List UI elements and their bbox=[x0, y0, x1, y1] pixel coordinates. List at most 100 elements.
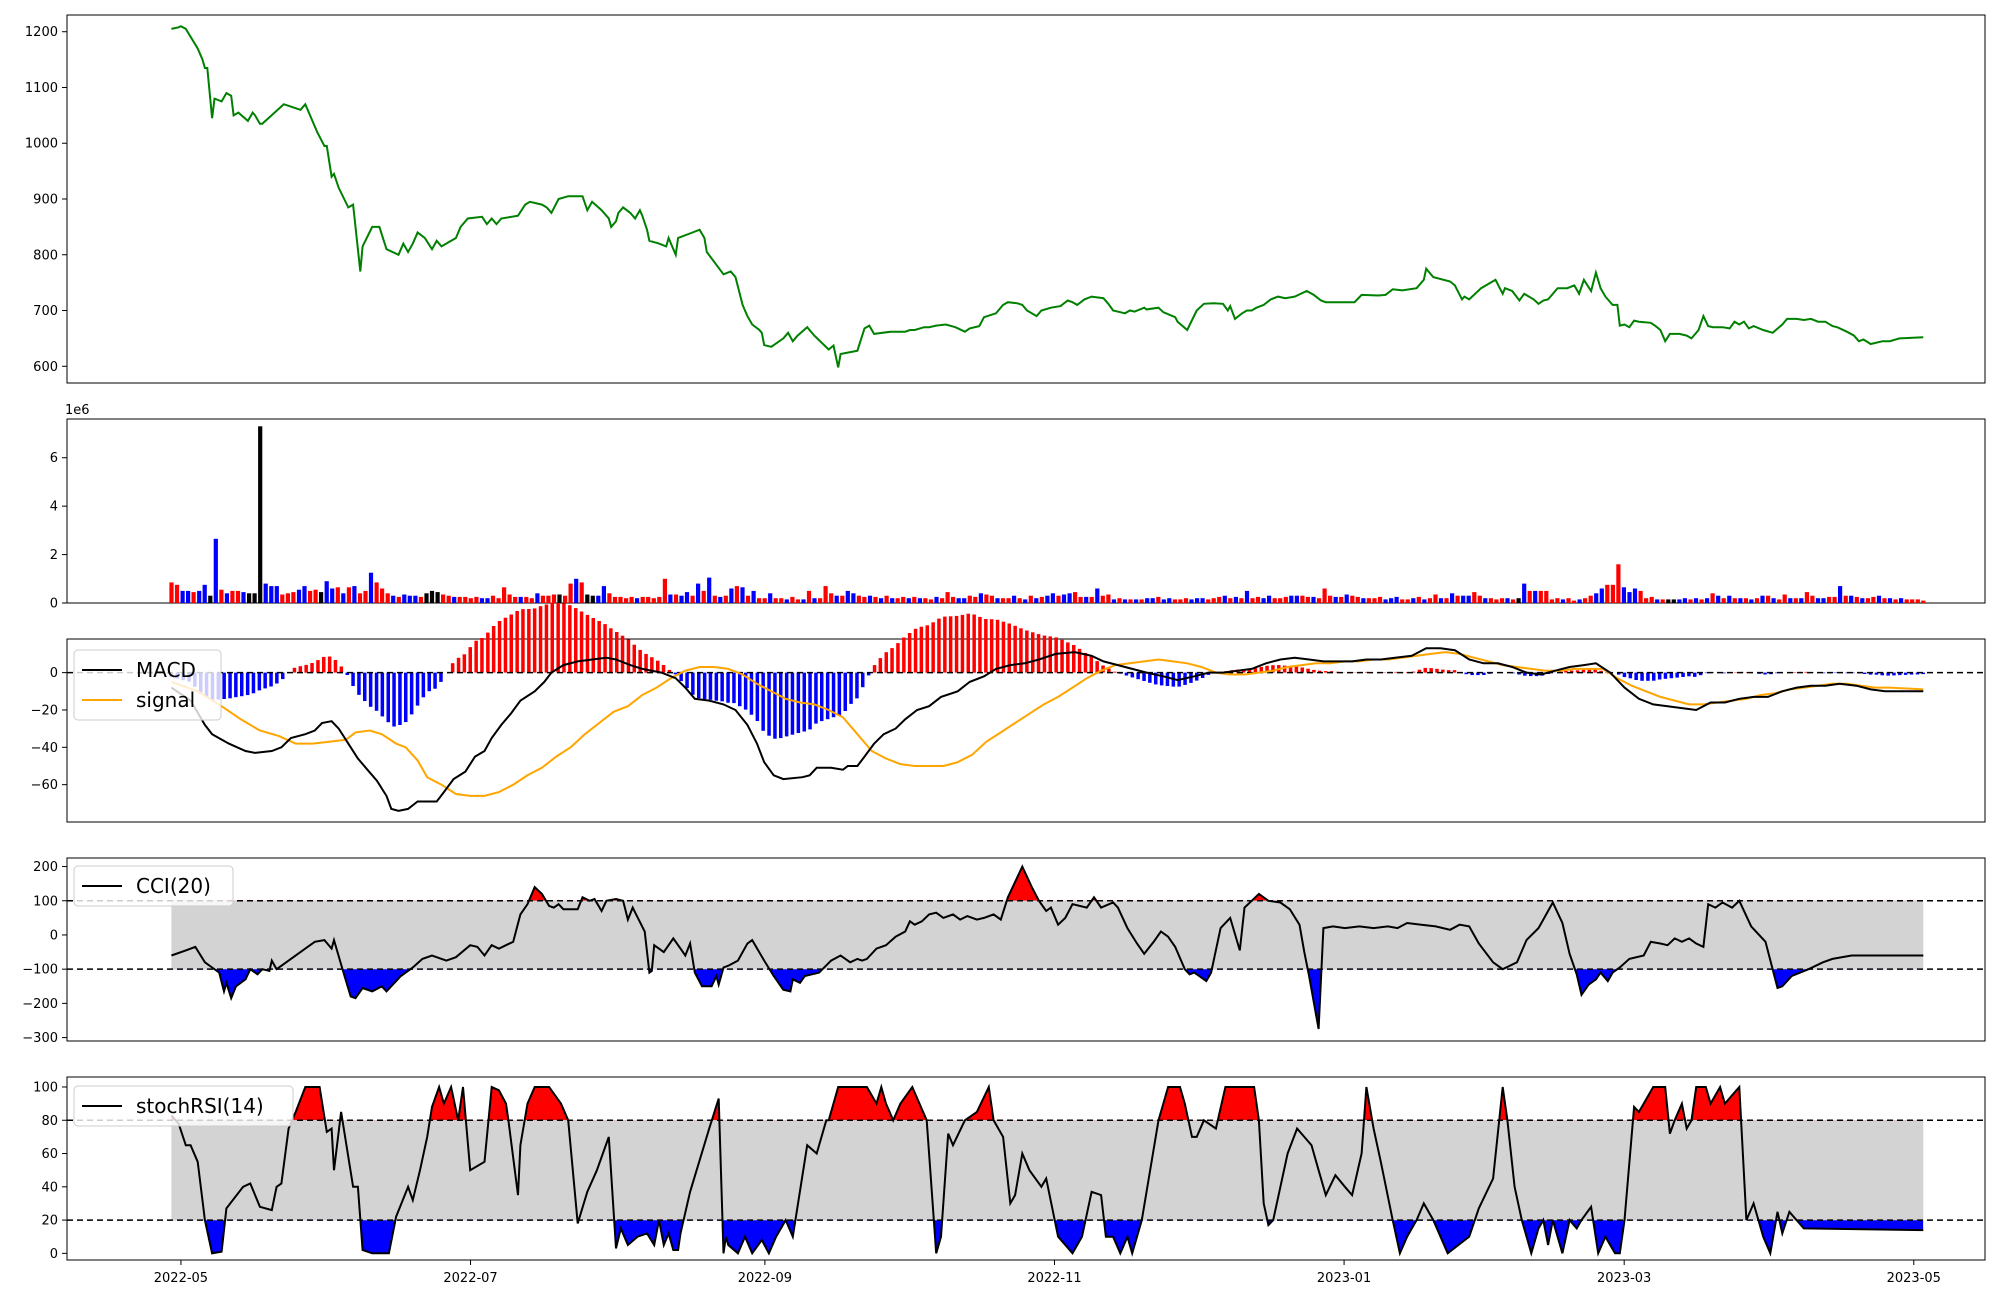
macd-histogram-bar bbox=[322, 657, 326, 673]
volume-bar bbox=[219, 590, 223, 603]
volume-bar bbox=[630, 597, 634, 603]
macd-histogram-bar bbox=[457, 658, 461, 673]
volume-bar bbox=[995, 598, 999, 603]
volume-bar bbox=[291, 592, 295, 603]
volume-bar bbox=[314, 590, 318, 603]
volume-bar bbox=[679, 596, 683, 603]
volume-bar bbox=[1400, 599, 1404, 603]
macd-histogram-bar bbox=[844, 673, 848, 711]
macd-histogram-bar bbox=[1763, 673, 1767, 675]
macd-histogram-bar bbox=[1863, 673, 1867, 674]
macd-histogram-bar bbox=[662, 665, 666, 673]
volume-bar bbox=[979, 593, 983, 603]
volume-bar bbox=[358, 593, 362, 603]
macd-histogram-bar bbox=[275, 673, 279, 684]
macd-histogram-bar bbox=[1060, 640, 1064, 673]
volume-bar bbox=[1727, 596, 1731, 603]
volume-bar bbox=[713, 596, 717, 603]
volume-bar bbox=[286, 593, 290, 603]
volume-bar bbox=[369, 573, 373, 603]
macd-histogram-bar bbox=[633, 645, 637, 673]
volume-bar bbox=[1117, 598, 1121, 603]
volume-bar bbox=[241, 592, 245, 603]
macd-histogram-bar bbox=[533, 608, 537, 672]
volume-bar bbox=[946, 592, 950, 603]
cci-ytick-label: −200 bbox=[22, 997, 58, 1012]
volume-bar bbox=[1439, 598, 1443, 603]
volume-bar bbox=[258, 426, 262, 603]
macd-histogram-bar bbox=[1019, 628, 1023, 672]
volume-bar bbox=[203, 585, 207, 603]
macd-histogram-bar bbox=[732, 673, 736, 704]
volume-bar bbox=[513, 597, 517, 603]
volume-bar bbox=[474, 597, 478, 603]
volume-bar bbox=[674, 595, 678, 604]
volume-bar bbox=[1783, 595, 1787, 604]
volume-bar bbox=[1456, 596, 1460, 603]
macd-histogram-bar bbox=[1113, 672, 1117, 673]
macd-histogram-bar bbox=[1658, 673, 1662, 680]
stochrsi-ytick-label: 40 bbox=[41, 1180, 58, 1195]
volume-bar bbox=[397, 597, 401, 603]
stochrsi-ytick-label: 80 bbox=[41, 1114, 58, 1129]
cci-legend-label: CCI(20) bbox=[136, 874, 211, 898]
macd-histogram-bar bbox=[551, 603, 555, 673]
volume-bar bbox=[1749, 599, 1753, 603]
macd-histogram-bar bbox=[791, 673, 795, 735]
macd-histogram-bar bbox=[1904, 673, 1908, 675]
price-ytick-label: 1100 bbox=[25, 81, 58, 96]
macd-histogram-bar bbox=[451, 663, 455, 672]
volume-bar bbox=[1045, 596, 1049, 603]
volume-bar bbox=[325, 581, 329, 603]
volume-bar bbox=[1073, 592, 1077, 603]
volume-bar bbox=[1384, 599, 1388, 603]
volume-bar bbox=[1716, 596, 1720, 603]
volume-bar bbox=[419, 597, 423, 603]
volume-bar bbox=[1921, 601, 1925, 603]
volume-bar bbox=[1733, 598, 1737, 603]
macd-histogram-bar bbox=[556, 603, 560, 673]
volume-bar bbox=[824, 586, 828, 603]
volume-bar bbox=[208, 596, 212, 603]
volume-bar bbox=[840, 596, 844, 603]
volume-bar bbox=[186, 591, 190, 603]
volume-bar bbox=[779, 598, 783, 603]
volume-bar bbox=[1056, 596, 1060, 603]
volume-ytick-label: 4 bbox=[50, 500, 58, 515]
macd-histogram-bar bbox=[293, 668, 297, 673]
volume-bar bbox=[801, 599, 805, 603]
volume-bar bbox=[1395, 597, 1399, 603]
macd-histogram-bar bbox=[222, 673, 226, 699]
macd-histogram-bar bbox=[504, 618, 508, 673]
volume-bar bbox=[458, 597, 462, 603]
macd-histogram-bar bbox=[433, 673, 437, 689]
volume-bar bbox=[1794, 598, 1798, 603]
volume-bar bbox=[1184, 598, 1188, 603]
volume-bar bbox=[1550, 599, 1554, 603]
volume-bar bbox=[1461, 596, 1465, 603]
volume-bar bbox=[1406, 599, 1410, 603]
volume-bar bbox=[1123, 599, 1127, 603]
volume-bar bbox=[1328, 596, 1332, 603]
volume-bar bbox=[469, 598, 473, 603]
x-tick-label: 2022-09 bbox=[738, 1271, 792, 1286]
volume-bar bbox=[729, 589, 733, 604]
volume-bar bbox=[1145, 598, 1149, 603]
volume-bar bbox=[347, 587, 351, 603]
volume-bar bbox=[463, 597, 467, 603]
volume-bar bbox=[940, 598, 944, 603]
macd-histogram-bar bbox=[545, 605, 549, 673]
volume-bar bbox=[280, 595, 284, 604]
volume-bar bbox=[1201, 598, 1205, 603]
volume-bar bbox=[752, 591, 756, 603]
x-tick-label: 2023-03 bbox=[1597, 1271, 1651, 1286]
macd-histogram-bar bbox=[351, 673, 355, 686]
volume-bar bbox=[1722, 598, 1726, 603]
volume-bar bbox=[225, 593, 229, 603]
volume-bar bbox=[1860, 598, 1864, 603]
stochrsi-ytick-label: 60 bbox=[41, 1147, 58, 1162]
macd-histogram-bar bbox=[328, 657, 332, 673]
volume-bar bbox=[530, 598, 534, 603]
volume-bar bbox=[951, 597, 955, 603]
stochrsi-ytick-label: 100 bbox=[33, 1080, 58, 1095]
